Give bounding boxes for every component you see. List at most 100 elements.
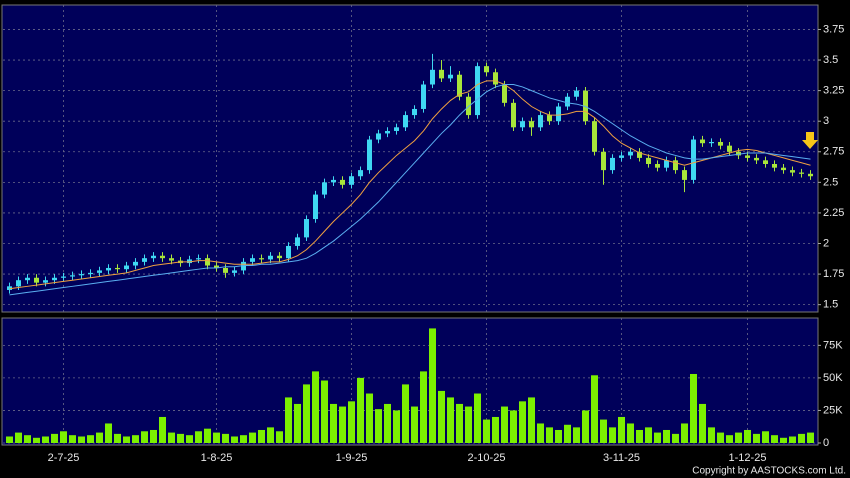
candle-body [115,267,120,270]
candle-body [763,160,768,165]
volume-bar [78,436,85,443]
y-tick-label: 2.25 [823,207,844,219]
candle-body [43,280,48,283]
candle-body [385,130,390,134]
volume-bar [159,416,166,443]
volume-bar [393,410,400,443]
volume-bar [240,435,247,443]
moving-average-line [9,84,811,296]
y-tick-label: 3.25 [823,85,844,97]
candle-body [259,258,264,260]
candle-body [448,74,453,79]
x-tick-label: 1-9-25 [336,452,368,464]
y-tick-label: 3.5 [823,54,838,66]
candle-body [439,69,444,79]
candle-body [781,167,786,171]
volume-bar [627,423,634,443]
candle-body [367,139,372,171]
candle-body [61,276,66,278]
candle-body [556,106,561,122]
volume-bar [708,427,715,443]
volume-bar [123,436,130,443]
volume-bar [285,397,292,443]
volume-bar [681,423,688,443]
volume-bar [186,435,193,443]
candle-body [376,133,381,140]
candle-body [799,172,804,174]
candle-body [790,170,795,173]
candle-body [664,160,669,168]
candle-body [727,145,732,152]
candle-body [565,96,570,107]
volume-bar [258,429,265,443]
volume-bar [672,433,679,443]
volume-bar [132,435,139,443]
candle-body [511,102,516,128]
volume-bar [447,397,454,443]
candle-body [34,277,39,283]
x-tick-label: 2-7-25 [48,452,80,464]
arrow-marker [802,132,818,149]
candle-body [223,267,228,273]
volume-bar [402,384,409,443]
candle-body [358,170,363,177]
candle-body [286,245,291,259]
volume-bar [141,431,148,443]
volume-bar [321,380,328,443]
volume-bar [231,436,238,443]
candle-body [637,151,642,158]
candle-body [493,72,498,85]
volume-bar [222,433,229,443]
volume-bar [546,427,553,443]
volume-bar [807,432,814,443]
x-tick-label: 1-8-25 [201,452,233,464]
candle-body [403,115,408,128]
volume-bar [735,432,742,443]
volume-bar [411,406,418,443]
volume-bar [564,424,571,443]
y-tick-label: 0 [823,437,829,449]
volume-bar [384,403,391,443]
volume-bar [492,416,499,443]
volume-bar [726,435,733,443]
candle-body [529,121,534,128]
volume-bar [780,437,787,443]
candle-body [250,258,255,262]
candle-body [601,151,606,171]
candle-body [538,115,543,128]
volume-bar [339,406,346,443]
candle-body [412,108,417,116]
candle-body [205,258,210,266]
candle-body [331,179,336,183]
candle-body [592,121,597,152]
volume-bar [753,433,760,443]
candle-body [16,280,21,287]
candle-body [691,139,696,180]
candle-body [313,194,318,220]
candle-body [241,261,246,271]
volume-bar [699,403,706,443]
candle-body [142,258,147,262]
candle-body [214,265,219,268]
y-tick-label: 2 [823,237,829,249]
volume-bar [636,429,643,443]
candle-body [295,237,300,246]
y-tick-label: 3.75 [823,23,844,35]
candle-body [583,90,588,122]
y-tick-label: 75K [823,339,843,351]
volume-bar [366,393,373,443]
volume-bar [312,371,319,443]
volume-bar [15,432,22,443]
volume-bar [24,435,31,443]
candle-body [709,141,714,144]
candle-body [619,155,624,158]
candle-body [700,139,705,144]
candle-body [628,151,633,156]
candle-body [322,182,327,195]
candle-body [736,151,741,156]
candle-body [430,69,435,85]
volume-bar [690,373,697,443]
volume-bar [303,384,310,443]
moving-average-line [9,80,811,290]
